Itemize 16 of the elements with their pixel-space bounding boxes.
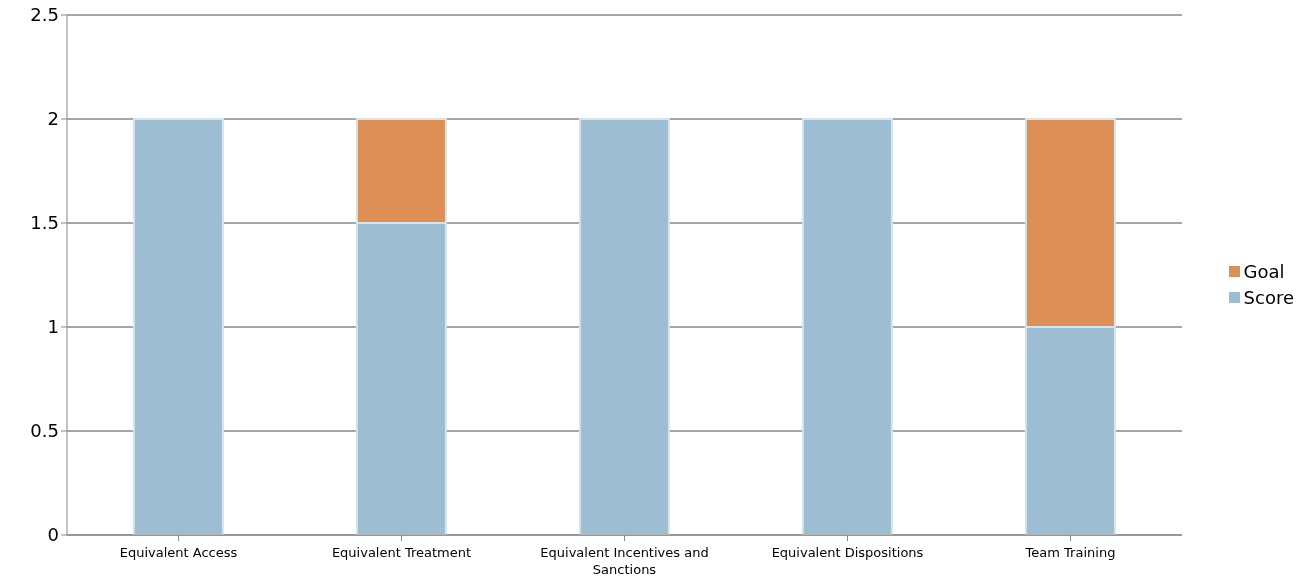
x-tick-label: Equivalent Incentives and Sanctions: [540, 545, 709, 577]
y-tick-label: 2: [47, 108, 59, 130]
y-tick-label: 1: [47, 316, 59, 338]
bar: [801, 118, 893, 535]
bar: [578, 118, 670, 535]
y-tick-label: 0.5: [30, 420, 59, 442]
y-tick-label: 0: [47, 524, 59, 546]
x-tick-label: Equivalent Dispositions: [771, 545, 924, 560]
legend-label: Score: [1243, 286, 1294, 308]
bar: [132, 118, 224, 535]
y-tick-label: 1.5: [30, 212, 59, 234]
legend-label: Goal: [1243, 260, 1285, 282]
x-tick-label: Team Training: [1024, 545, 1116, 560]
x-tick-label: Equivalent Treatment: [331, 545, 472, 560]
x-tick-label: Equivalent Access: [119, 545, 238, 560]
y-tick-label: 2.5: [30, 4, 59, 26]
